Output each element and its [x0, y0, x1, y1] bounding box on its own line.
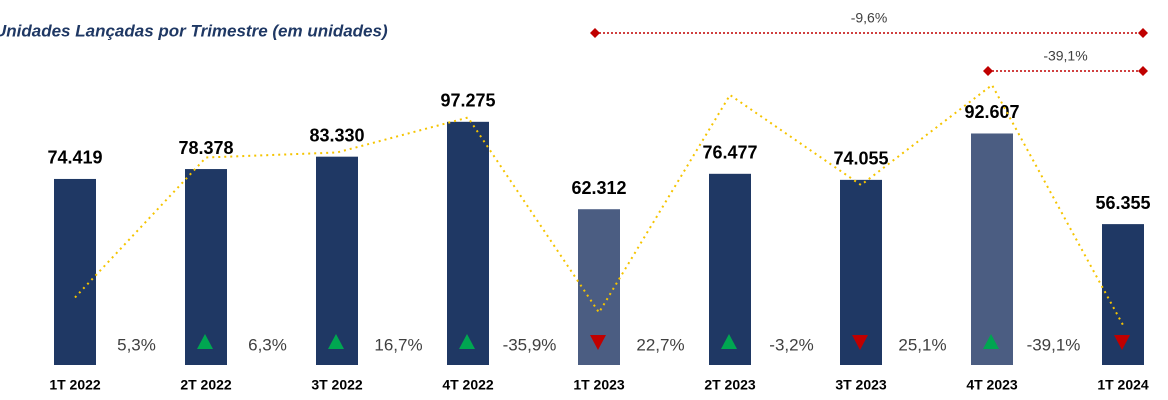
bar [185, 169, 227, 365]
bar [316, 156, 358, 365]
annotation-marker [983, 66, 993, 76]
bar [54, 178, 96, 365]
x-tick-label: 4T 2023 [966, 377, 1018, 393]
growth-label: 22,7% [636, 335, 684, 354]
value-label: 92.607 [964, 102, 1019, 122]
trend-line [74, 83, 1124, 326]
value-label: 74.419 [47, 148, 102, 168]
bar [971, 133, 1013, 365]
x-tick-label: 2T 2022 [180, 377, 232, 393]
x-tick-label: 4T 2022 [442, 377, 494, 393]
value-label: 62.312 [571, 178, 626, 198]
bar [447, 121, 489, 365]
x-tick-label: 1T 2024 [1097, 377, 1149, 393]
annotation-marker [1138, 66, 1148, 76]
growth-arrow [852, 335, 868, 350]
x-tick-label: 2T 2023 [704, 377, 756, 393]
growth-label: 16,7% [374, 335, 422, 354]
growth-label: -3,2% [769, 335, 813, 354]
x-tick-label: 3T 2023 [835, 377, 887, 393]
annotation-label: -39,1% [1043, 48, 1087, 64]
annotation-marker [1138, 28, 1148, 38]
chart-title: Unidades Lançadas por Trimestre (em unid… [0, 21, 388, 40]
growth-arrow [1114, 335, 1130, 350]
value-label: 78.378 [178, 138, 233, 158]
x-tick-label: 1T 2022 [49, 377, 101, 393]
x-tick-label: 3T 2022 [311, 377, 363, 393]
value-label: 97.275 [440, 91, 495, 111]
growth-label: -35,9% [503, 335, 557, 354]
value-label: 76.477 [702, 143, 757, 163]
growth-label: 25,1% [898, 335, 946, 354]
growth-arrow [328, 334, 344, 349]
growth-arrow [197, 334, 213, 349]
bar [709, 173, 751, 365]
value-label: 83.330 [309, 125, 364, 145]
growth-label: -39,1% [1027, 335, 1081, 354]
annotation-label: -9,6% [851, 10, 888, 26]
growth-arrow [459, 334, 475, 349]
growth-arrow [590, 335, 606, 350]
growth-arrow [983, 334, 999, 349]
annotation-marker [590, 28, 600, 38]
growth-label: 5,3% [117, 335, 156, 354]
growth-label: 6,3% [248, 335, 287, 354]
value-label: 74.055 [833, 149, 888, 169]
growth-arrow [721, 334, 737, 349]
x-tick-label: 1T 2023 [573, 377, 625, 393]
value-label: 56.355 [1095, 193, 1150, 213]
bar [840, 179, 882, 365]
